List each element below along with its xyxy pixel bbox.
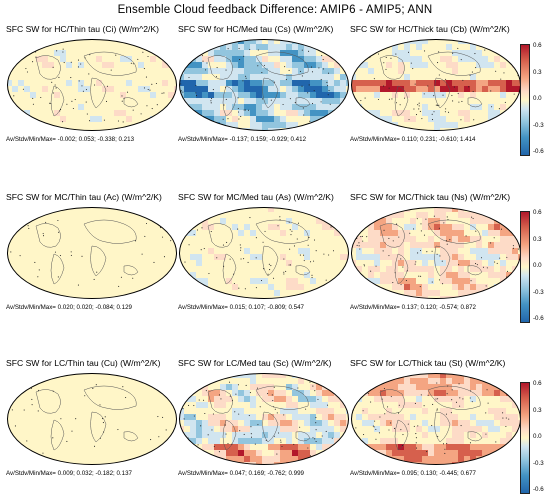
map-field	[351, 39, 521, 131]
panel-title: SFC SW for HC/Thin tau (Ci) (W/m^2/K)	[6, 24, 160, 34]
colorbar-tick-label: -0.3	[533, 288, 544, 296]
colorbar-tick-label: 0.3	[533, 406, 542, 414]
map-outline	[179, 373, 349, 465]
panel-stats: Av/Stdv/Min/Max= 0.015; 0.107; -0.809; 0…	[178, 304, 304, 311]
panel-stats: Av/Stdv/Min/Max= -0.137; 0.159; -0.929; …	[178, 136, 307, 143]
map-field	[179, 207, 349, 299]
panel-stats: Av/Stdv/Min/Max= 0.095; 0.130; -0.445; 0…	[350, 470, 476, 477]
panel-title: SFC SW for MC/Thick tau (Ns) (W/m^2/K)	[350, 192, 511, 202]
panel-title: SFC SW for LC/Thick tau (St) (W/m^2/K)	[350, 358, 506, 368]
colorbar-tick-label: 0.6	[533, 209, 542, 216]
colorbar-tick-label: -0.3	[533, 459, 544, 467]
map-panel: SFC SW for LC/Med tau (Sc) (W/m^2/K) Av/S…	[178, 358, 350, 477]
global-map	[179, 373, 349, 465]
panel-title: SFC SW for HC/Thick tau (Cb) (W/m^2/K)	[350, 24, 510, 34]
map-panel: SFC SW for HC/Thin tau (Ci) (W/m^2/K) Av/…	[6, 24, 178, 143]
colorbar-tick-label: -0.6	[533, 315, 544, 322]
colorbar-tick-label: -0.6	[533, 486, 544, 493]
global-map	[179, 207, 349, 299]
map-panel: SFC SW for MC/Thin tau (Ac) (W/m^2/K) Av/…	[6, 192, 178, 311]
colorbar-tick-label: 0.3	[533, 68, 542, 76]
colorbar: 0.6 0.3 0.0 -0.3 -0.6	[520, 209, 548, 323]
panel-title: SFC SW for HC/Med tau (Cs) (W/m^2/K)	[178, 24, 334, 34]
colorbar-tick-label: -0.6	[533, 148, 544, 155]
map-field	[351, 207, 521, 299]
colorbar-tick-label: -0.3	[533, 121, 544, 129]
map-field	[7, 39, 177, 131]
map-outline	[7, 207, 177, 299]
map-outline	[7, 39, 177, 131]
panel-stats: Av/Stdv/Min/Max= 0.009; 0.032; -0.182; 0…	[6, 470, 132, 477]
map-outline	[7, 373, 177, 465]
map-panel: SFC SW for MC/Thick tau (Ns) (W/m^2/K) Av…	[350, 192, 522, 311]
map-field	[7, 207, 177, 299]
global-map	[351, 207, 521, 299]
panel-stats: Av/Stdv/Min/Max= -0.002; 0.053; -0.338; …	[6, 136, 135, 143]
colorbar-tick-label: 0.0	[533, 95, 542, 102]
colorbar-tick-label: 0.0	[533, 262, 542, 269]
panel-stats: Av/Stdv/Min/Max= 0.137; 0.120; -0.574; 0…	[350, 304, 476, 311]
map-outline	[179, 39, 349, 131]
map-panel: SFC SW for MC/Med tau (As) (W/m^2/K) Av/S…	[178, 192, 350, 311]
panel-stats: Av/Stdv/Min/Max= 0.047; 0.169; -0.762; 0…	[178, 470, 304, 477]
figure-title: Ensemble Cloud feedback Difference: AMIP…	[117, 4, 433, 16]
colorbar: 0.6 0.3 0.0 -0.3 -0.6	[520, 42, 548, 156]
colorbar-tick-label: 0.3	[533, 235, 542, 243]
map-panel: SFC SW for LC/Thick tau (St) (W/m^2/K) Av…	[350, 358, 522, 477]
map-outline	[179, 207, 349, 299]
global-map	[7, 373, 177, 465]
colorbar-scale	[520, 44, 530, 156]
panel-title: SFC SW for LC/Thin tau (Cu) (W/m^2/K)	[6, 358, 161, 368]
panel-stats: Av/Stdv/Min/Max= 0.110; 0.231; -0.610; 1…	[350, 136, 476, 143]
colorbar: 0.6 0.3 0.0 -0.3 -0.6	[520, 380, 548, 494]
colorbar-scale	[520, 382, 530, 494]
panel-title: SFC SW for MC/Med tau (As) (W/m^2/K)	[178, 192, 334, 202]
global-map	[351, 373, 521, 465]
map-field	[179, 39, 349, 131]
global-map	[7, 39, 177, 131]
map-panel: SFC SW for HC/Med tau (Cs) (W/m^2/K) Av/S…	[178, 24, 350, 143]
global-map	[7, 207, 177, 299]
map-field	[7, 373, 177, 465]
map-panel: SFC SW for LC/Thin tau (Cu) (W/m^2/K) Av/…	[6, 358, 178, 477]
map-field	[351, 373, 521, 465]
map-field	[179, 373, 349, 465]
colorbar-tick-label: 0.0	[533, 433, 542, 440]
panel-stats: Av/Stdv/Min/Max= 0.020; 0.020; -0.084; 0…	[6, 304, 132, 311]
map-panel: SFC SW for HC/Thick tau (Cb) (W/m^2/K) Av…	[350, 24, 522, 143]
global-map	[351, 39, 521, 131]
colorbar-tick-label: 0.6	[533, 380, 542, 387]
colorbar-tick-label: 0.6	[533, 42, 542, 49]
global-map	[179, 39, 349, 131]
colorbar-scale	[520, 211, 530, 323]
panel-title: SFC SW for MC/Thin tau (Ac) (W/m^2/K)	[6, 192, 162, 202]
panel-title: SFC SW for LC/Med tau (Sc) (W/m^2/K)	[178, 358, 332, 368]
